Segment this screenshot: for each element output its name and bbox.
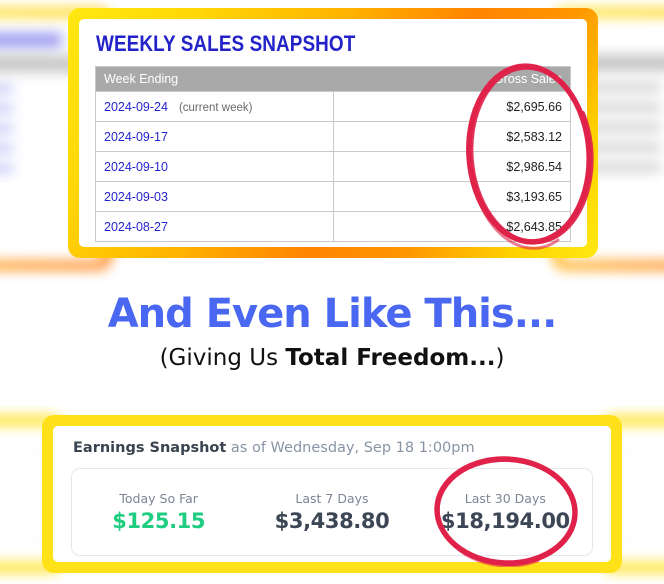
earnings-stat: Last 30 Days $18,194.00 — [419, 491, 592, 533]
column-header-week-ending[interactable]: Week Ending — [95, 66, 333, 92]
earnings-snapshot-card-body: Earnings Snapshot as of Wednesday, Sep 1… — [53, 426, 611, 562]
ghost-row — [573, 144, 662, 151]
ghost-stats-box — [619, 448, 664, 542]
subheadline-suffix: ) — [495, 344, 505, 371]
week-ending-link[interactable]: 2024-08-27 — [104, 219, 168, 234]
subheadline-prefix: (Giving Us — [159, 344, 286, 371]
table-header: Week Ending Gross Sales — [95, 66, 571, 92]
week-ending-link[interactable]: 2024-09-17 — [104, 129, 168, 144]
ghost-row — [0, 105, 13, 112]
table-row: 2024-08-27 $2,643.85 — [95, 211, 571, 242]
ghost-header-bar — [0, 56, 87, 72]
week-ending-link[interactable]: 2024-09-10 — [104, 159, 168, 174]
earnings-stat-label: Today So Far — [119, 491, 198, 506]
cell-week-ending: 2024-09-03 — [95, 181, 334, 212]
subheadline-emphasis: Total Freedom... — [285, 344, 496, 371]
weekly-sales-table: Week Ending Gross Sales 2024-09-24 (curre… — [95, 66, 571, 242]
ghost-row — [573, 124, 662, 131]
ghost-row — [573, 164, 662, 171]
earnings-snapshot-title: Earnings Snapshot — [73, 440, 227, 456]
headline-block: And Even Like This... (Giving Us Total F… — [0, 292, 664, 371]
table-row: 2024-09-10 $2,986.54 — [95, 151, 571, 182]
earnings-stat-label: Last 7 Days — [295, 491, 369, 506]
earnings-stat-label: Last 30 Days — [464, 491, 546, 506]
earnings-stat-value: $125.15 — [112, 509, 206, 533]
cell-gross-sales: $2,695.66 — [332, 91, 571, 122]
cell-week-ending: 2024-09-10 — [95, 151, 334, 182]
table-row: 2024-09-24 (current week) $2,695.66 — [95, 91, 571, 122]
current-week-note: (current week) — [178, 101, 253, 114]
cell-gross-sales: $2,643.85 — [332, 211, 571, 242]
table-header-row: Week Ending Gross Sales — [95, 66, 571, 92]
weekly-sales-title: WEEKLY SALES SNAPSHOT — [96, 31, 356, 56]
earnings-snapshot-card: Earnings Snapshot as of Wednesday, Sep 1… — [42, 415, 622, 573]
ghost-row — [573, 84, 662, 91]
week-ending-link[interactable]: 2024-09-03 — [104, 189, 168, 204]
ghost-row — [0, 125, 13, 132]
earnings-snapshot-timestamp: as of Wednesday, Sep 18 1:00pm — [226, 440, 475, 456]
earnings-stat: Today So Far $125.15 — [72, 491, 245, 533]
ghost-title-bar — [0, 33, 62, 47]
ghost-row — [573, 104, 662, 111]
earnings-stat-value: $3,438.80 — [274, 509, 390, 533]
ghost-row — [0, 85, 13, 92]
ghost-row — [0, 145, 13, 152]
week-ending-link[interactable]: 2024-09-24 — [104, 99, 168, 114]
page-subheadline: (Giving Us Total Freedom...) — [0, 345, 664, 371]
weekly-sales-card: WEEKLY SALES SNAPSHOT Week Ending Gross … — [68, 8, 598, 258]
column-header-gross-sales[interactable]: Gross Sales — [333, 66, 571, 92]
weekly-sales-card-body: WEEKLY SALES SNAPSHOT Week Ending Gross … — [79, 19, 587, 247]
cell-week-ending: 2024-09-17 — [95, 121, 334, 152]
earnings-stat: Last 7 Days $3,438.80 — [245, 491, 418, 533]
earnings-stats-box: Today So Far $125.15 Last 7 Days $3,438.80 L… — [71, 468, 593, 556]
table-body: 2024-09-24 (current week) $2,695.66 2024-09… — [95, 91, 571, 242]
table-row: 2024-09-17 $2,583.12 — [95, 121, 571, 152]
cell-gross-sales: $2,986.54 — [332, 151, 571, 182]
cell-week-ending: 2024-08-27 — [95, 211, 334, 242]
cell-gross-sales: $3,193.65 — [332, 181, 571, 212]
page-headline: And Even Like This... — [107, 291, 558, 337]
ghost-stats-box — [0, 448, 47, 542]
table-row: 2024-09-03 $3,193.65 — [95, 181, 571, 212]
earnings-snapshot-header: Earnings Snapshot as of Wednesday, Sep 1… — [73, 440, 593, 456]
cell-week-ending: 2024-09-24 (current week) — [95, 91, 334, 122]
earnings-stat-value: $18,194.00 — [440, 509, 570, 533]
cell-gross-sales: $2,583.12 — [332, 121, 571, 152]
weekly-sales-section: WEEKLY SALES SNAPSHOT Week Ending Gross … — [0, 0, 664, 288]
ghost-row — [0, 165, 13, 172]
earnings-snapshot-section: Earnings Snapshot as of Wednesday, Sep 1… — [0, 405, 664, 584]
